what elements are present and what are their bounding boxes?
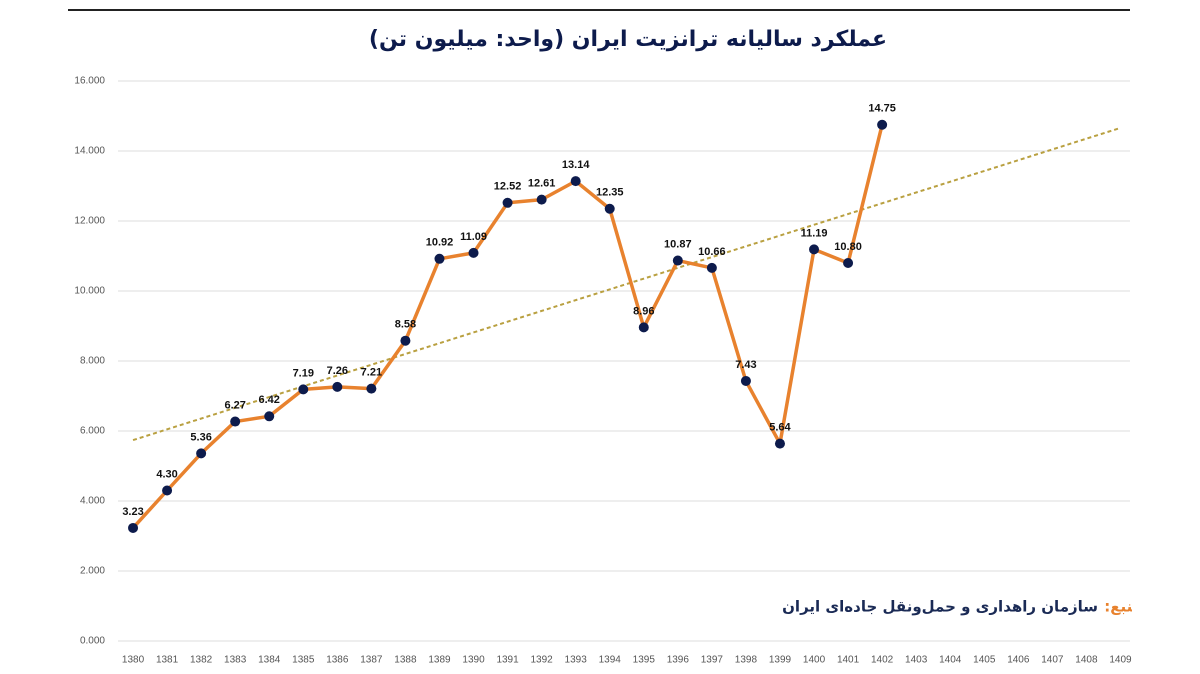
x-tick-label: 1408	[1075, 655, 1098, 666]
x-tick-label: 1393	[565, 655, 588, 666]
y-tick-label: 12.000	[74, 216, 105, 227]
data-label: 5.64	[769, 422, 791, 434]
y-tick-label: 6.000	[80, 426, 105, 437]
x-tick-label: 1388	[394, 655, 417, 666]
data-label: 6.42	[259, 394, 280, 406]
data-label: 10.87	[664, 238, 692, 250]
x-tick-label: 1406	[1007, 655, 1030, 666]
data-label: 12.61	[528, 178, 556, 190]
data-label: 12.35	[596, 187, 624, 199]
y-tick-label: 14.000	[74, 146, 105, 157]
x-tick-label: 1382	[190, 655, 213, 666]
data-point	[162, 485, 173, 496]
data-point	[128, 522, 139, 533]
data-label: 10.80	[834, 241, 862, 253]
x-tick-label: 1389	[428, 655, 451, 666]
x-tick-label: 1380	[122, 655, 145, 666]
data-point	[264, 411, 275, 422]
data-point	[843, 258, 854, 268]
data-point	[774, 438, 785, 449]
data-point	[672, 255, 683, 266]
chart-title: عملکرد سالیانه ترانزیت ایران (واحد: میلی…	[369, 27, 887, 52]
data-label: 6.27	[224, 399, 245, 411]
data-label: 8.58	[395, 319, 416, 331]
data-label: 7.19	[293, 367, 314, 379]
data-label: 7.26	[327, 365, 348, 377]
data-label: 14.75	[868, 103, 896, 115]
x-tick-label: 1396	[667, 655, 690, 666]
data-point	[298, 384, 309, 395]
x-tick-label: 1392	[531, 655, 554, 666]
data-label: 3.23	[122, 506, 143, 518]
x-tick-label: 1385	[292, 655, 315, 666]
x-tick-label: 1395	[633, 655, 656, 666]
data-point	[570, 176, 581, 187]
data-label: 5.36	[190, 431, 211, 443]
x-tick-label: 1391	[496, 655, 519, 666]
x-tick-label: 1387	[360, 655, 383, 666]
data-point	[604, 203, 615, 214]
y-tick-label: 4.000	[80, 496, 105, 507]
data-point	[434, 253, 445, 264]
trendline	[132, 126, 1121, 442]
x-tick-label: 1386	[326, 655, 349, 666]
data-point	[468, 247, 479, 258]
y-tick-label: 2.000	[80, 566, 105, 577]
y-tick-label: 10.000	[74, 286, 105, 297]
data-point	[809, 244, 820, 255]
data-point	[196, 448, 207, 459]
x-tick-label: 1381	[156, 655, 179, 666]
data-point	[502, 197, 513, 208]
data-label: 8.96	[633, 305, 654, 317]
data-point	[230, 416, 241, 427]
data-point	[740, 375, 751, 386]
y-tick-label: 8.000	[80, 356, 105, 367]
data-point	[638, 322, 649, 333]
data-label: 7.21	[361, 367, 382, 379]
source-text: سازمان راهداری و حمل‌ونقل جاده‌ای ایران	[782, 598, 1098, 616]
data-point	[332, 381, 343, 392]
x-tick-label: 1397	[701, 655, 724, 666]
data-point	[877, 119, 888, 130]
data-label: 12.52	[494, 181, 522, 193]
data-point	[366, 383, 377, 394]
x-tick-label: 1398	[735, 655, 758, 666]
data-label: 10.92	[426, 237, 454, 249]
data-label: 11.09	[460, 231, 487, 243]
x-tick-label: 1390	[462, 655, 485, 666]
x-tick-label: 1399	[769, 655, 792, 666]
data-point	[400, 335, 411, 346]
x-tick-label: 1394	[599, 655, 622, 666]
x-tick-label: 1383	[224, 655, 247, 666]
data-label: 11.19	[801, 227, 828, 239]
data-label: 4.30	[156, 468, 177, 480]
x-tick-label: 1409	[1109, 655, 1132, 666]
x-tick-label: 1404	[939, 655, 962, 666]
source-label: منبع:	[1104, 598, 1142, 616]
y-tick-label: 0.000	[80, 636, 105, 647]
source: منبع: سازمان راهداری و حمل‌ونقل جاده‌ای …	[782, 598, 1142, 616]
x-tick-label: 1400	[803, 655, 826, 666]
x-tick-label: 1407	[1041, 655, 1064, 666]
x-tick-label: 1403	[905, 655, 928, 666]
x-tick-label: 1405	[973, 655, 996, 666]
x-tick-label: 1401	[837, 655, 860, 666]
y-tick-label: 16.000	[74, 76, 105, 87]
data-label: 10.66	[698, 246, 726, 258]
plot: 1380 1381 1382 1383 1384 1385 1386 1387 1388 1389…	[118, 80, 1132, 666]
data-label: 7.43	[735, 359, 756, 371]
data-point	[536, 194, 547, 205]
data-point	[706, 262, 717, 273]
x-tick-label: 1384	[258, 655, 281, 666]
x-tick-label: 1402	[871, 655, 894, 666]
data-label: 13.14	[562, 159, 590, 171]
